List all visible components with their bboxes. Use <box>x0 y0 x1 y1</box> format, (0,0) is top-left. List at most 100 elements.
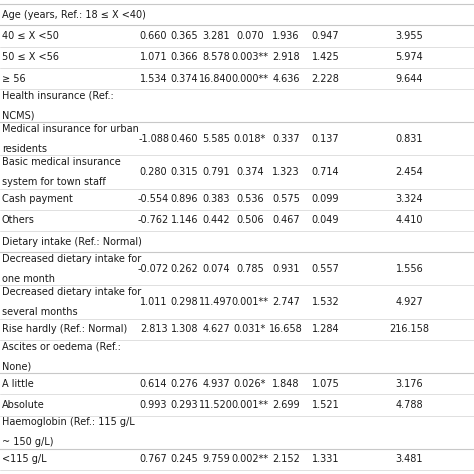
Text: Decreased dietary intake for: Decreased dietary intake for <box>2 287 141 297</box>
Text: 0.442: 0.442 <box>202 216 230 226</box>
Text: Age (years, Ref.: 18 ≤ X <40): Age (years, Ref.: 18 ≤ X <40) <box>2 9 146 19</box>
Text: 16.658: 16.658 <box>269 324 303 334</box>
Text: 3.176: 3.176 <box>396 379 423 389</box>
Text: 0.931: 0.931 <box>272 264 300 274</box>
Text: 0.366: 0.366 <box>171 52 198 62</box>
Text: 216.158: 216.158 <box>390 324 429 334</box>
Text: 0.137: 0.137 <box>311 134 339 144</box>
Text: 1.308: 1.308 <box>171 324 198 334</box>
Text: -0.762: -0.762 <box>138 216 169 226</box>
Text: None): None) <box>2 361 31 372</box>
Text: 0.467: 0.467 <box>272 216 300 226</box>
Text: -0.072: -0.072 <box>138 264 169 274</box>
Text: Others: Others <box>2 216 35 226</box>
Text: 1.011: 1.011 <box>140 297 167 307</box>
Text: 1.323: 1.323 <box>272 167 300 177</box>
Text: 4.927: 4.927 <box>396 297 423 307</box>
Text: 0.374: 0.374 <box>171 73 198 83</box>
Text: 5.974: 5.974 <box>396 52 423 62</box>
Text: 0.003**: 0.003** <box>231 52 268 62</box>
Text: 3.481: 3.481 <box>396 455 423 465</box>
Text: 0.074: 0.074 <box>202 264 230 274</box>
Text: 0.993: 0.993 <box>140 400 167 410</box>
Text: 0.245: 0.245 <box>171 455 198 465</box>
Text: 0.714: 0.714 <box>311 167 339 177</box>
Text: 0.293: 0.293 <box>171 400 198 410</box>
Text: 2.699: 2.699 <box>272 400 300 410</box>
Text: 2.152: 2.152 <box>272 455 300 465</box>
Text: 0.575: 0.575 <box>272 194 300 204</box>
Text: 9.759: 9.759 <box>202 455 230 465</box>
Text: 8.578: 8.578 <box>202 52 230 62</box>
Text: 1.936: 1.936 <box>272 31 300 41</box>
Text: Ascites or oedema (Ref.:: Ascites or oedema (Ref.: <box>2 342 121 352</box>
Text: 0.026*: 0.026* <box>234 379 266 389</box>
Text: 1.532: 1.532 <box>311 297 339 307</box>
Text: 0.660: 0.660 <box>140 31 167 41</box>
Text: 0.337: 0.337 <box>272 134 300 144</box>
Text: 0.536: 0.536 <box>236 194 264 204</box>
Text: system for town staff: system for town staff <box>2 177 106 187</box>
Text: 0.365: 0.365 <box>171 31 198 41</box>
Text: 4.627: 4.627 <box>202 324 230 334</box>
Text: 0.031*: 0.031* <box>234 324 266 334</box>
Text: several months: several months <box>2 307 78 317</box>
Text: Health insurance (Ref.:: Health insurance (Ref.: <box>2 91 114 101</box>
Text: 0.049: 0.049 <box>311 216 339 226</box>
Text: 0.460: 0.460 <box>171 134 198 144</box>
Text: 0.506: 0.506 <box>236 216 264 226</box>
Text: 0.831: 0.831 <box>396 134 423 144</box>
Text: residents: residents <box>2 144 47 154</box>
Text: 0.947: 0.947 <box>311 31 339 41</box>
Text: 1.425: 1.425 <box>311 52 339 62</box>
Text: 1.331: 1.331 <box>311 455 339 465</box>
Text: 0.262: 0.262 <box>171 264 198 274</box>
Text: 0.070: 0.070 <box>236 31 264 41</box>
Text: 0.000**: 0.000** <box>231 73 268 83</box>
Text: 0.791: 0.791 <box>202 167 230 177</box>
Text: -1.088: -1.088 <box>138 134 169 144</box>
Text: 1.521: 1.521 <box>311 400 339 410</box>
Text: 1.556: 1.556 <box>396 264 423 274</box>
Text: 0.280: 0.280 <box>140 167 167 177</box>
Text: 0.896: 0.896 <box>171 194 198 204</box>
Text: 4.788: 4.788 <box>396 400 423 410</box>
Text: 3.955: 3.955 <box>396 31 423 41</box>
Text: 2.918: 2.918 <box>272 52 300 62</box>
Text: A little: A little <box>2 379 34 389</box>
Text: 0.557: 0.557 <box>311 264 339 274</box>
Text: 4.937: 4.937 <box>202 379 230 389</box>
Text: Basic medical insurance: Basic medical insurance <box>2 157 121 167</box>
Text: 4.410: 4.410 <box>396 216 423 226</box>
Text: 1.534: 1.534 <box>140 73 167 83</box>
Text: Haemoglobin (Ref.: 115 g/L: Haemoglobin (Ref.: 115 g/L <box>2 417 135 427</box>
Text: 1.284: 1.284 <box>311 324 339 334</box>
Text: 1.071: 1.071 <box>140 52 167 62</box>
Text: 0.002**: 0.002** <box>231 455 268 465</box>
Text: 1.848: 1.848 <box>272 379 300 389</box>
Text: 0.315: 0.315 <box>171 167 198 177</box>
Text: 9.644: 9.644 <box>396 73 423 83</box>
Text: 0.276: 0.276 <box>171 379 198 389</box>
Text: 2.228: 2.228 <box>311 73 339 83</box>
Text: 1.075: 1.075 <box>311 379 339 389</box>
Text: Medical insurance for urban: Medical insurance for urban <box>2 124 139 134</box>
Text: 11.520: 11.520 <box>199 400 233 410</box>
Text: 0.298: 0.298 <box>171 297 198 307</box>
Text: Decreased dietary intake for: Decreased dietary intake for <box>2 254 141 264</box>
Text: 0.099: 0.099 <box>311 194 339 204</box>
Text: Absolute: Absolute <box>2 400 45 410</box>
Text: 1.146: 1.146 <box>171 216 198 226</box>
Text: 16.840: 16.840 <box>200 73 233 83</box>
Text: 11.497: 11.497 <box>199 297 233 307</box>
Text: 2.747: 2.747 <box>272 297 300 307</box>
Text: 0.767: 0.767 <box>140 455 167 465</box>
Text: ~ 150 g/L): ~ 150 g/L) <box>2 437 54 447</box>
Text: 2.813: 2.813 <box>140 324 167 334</box>
Text: Dietary intake (Ref.: Normal): Dietary intake (Ref.: Normal) <box>2 237 142 247</box>
Text: 0.001**: 0.001** <box>231 297 268 307</box>
Text: <115 g/L: <115 g/L <box>2 455 46 465</box>
Text: 3.324: 3.324 <box>396 194 423 204</box>
Text: 0.374: 0.374 <box>236 167 264 177</box>
Text: 4.636: 4.636 <box>272 73 300 83</box>
